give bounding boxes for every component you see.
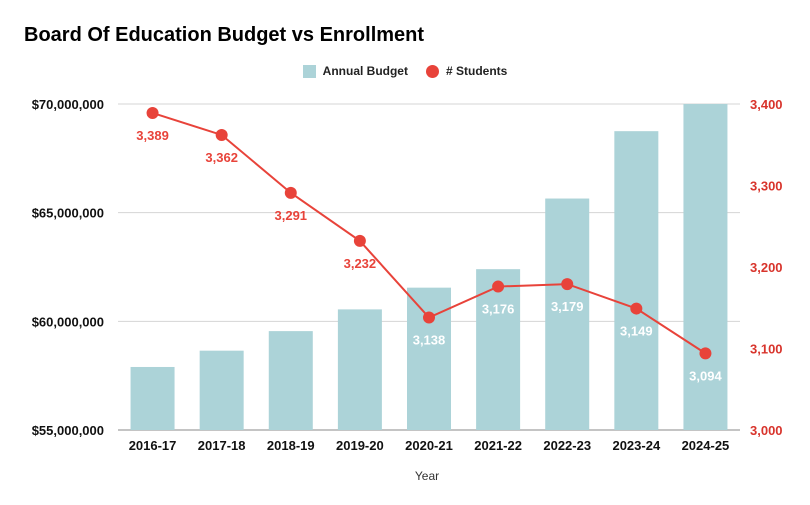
x-tick-label: 2018-19: [267, 438, 315, 453]
x-tick-label: 2021-22: [474, 438, 522, 453]
data-label-students: 3,138: [413, 333, 446, 348]
x-tick-label: 2022-23: [543, 438, 591, 453]
legend-swatch-students: [425, 64, 439, 78]
bar-annual-budget: [614, 131, 659, 430]
right-tick-label: 3,200: [750, 260, 783, 275]
point-students: [492, 280, 505, 293]
data-label-students: 3,179: [551, 299, 584, 314]
bar-annual-budget: [130, 366, 175, 430]
data-label-students: 3,176: [482, 302, 515, 317]
legend-swatch-budget: [302, 64, 316, 78]
bar-annual-budget: [407, 287, 451, 430]
left-tick-label: $65,000,000: [32, 206, 104, 221]
right-tick-label: 3,300: [750, 179, 783, 194]
point-students: [630, 302, 643, 315]
point-students: [423, 311, 435, 324]
x-tick-label: 2016-17: [129, 438, 177, 453]
x-axis-label: Year: [415, 469, 439, 483]
left-tick-label: $60,000,000: [32, 314, 104, 329]
right-tick-label: 3,000: [750, 423, 783, 438]
right-tick-label: 3,400: [750, 97, 783, 112]
legend-item-students[interactable]: # Students: [425, 64, 508, 78]
bar-annual-budget: [683, 104, 728, 430]
x-tick-label: 2024-25: [682, 438, 730, 453]
legend: Annual Budget # Students: [0, 64, 810, 78]
point-students: [215, 128, 228, 141]
data-label-students: 3,149: [620, 324, 653, 339]
bar-annual-budget: [545, 198, 590, 430]
x-tick-label: 2019-20: [336, 438, 384, 453]
x-tick-label: 2023-24: [612, 438, 660, 453]
point-students: [699, 347, 712, 360]
legend-label-students: # Students: [445, 64, 508, 78]
point-students: [353, 234, 366, 247]
bar-annual-budget: [476, 269, 521, 430]
right-tick-label: 3,100: [750, 342, 783, 357]
bar-annual-budget: [268, 331, 313, 430]
bar-annual-budget: [199, 350, 244, 430]
x-tick-label: 2020-21: [405, 438, 453, 453]
bar-annual-budget: [337, 309, 382, 430]
point-students: [146, 106, 159, 119]
chart-title: Board Of Education Budget vs Enrollment: [24, 24, 425, 46]
point-students: [284, 186, 297, 199]
data-label-students: 3,362: [205, 150, 238, 165]
data-label-students: 3,389: [136, 128, 169, 143]
data-label-students: 3,094: [689, 368, 722, 383]
x-tick-label: 2017-18: [198, 438, 246, 453]
left-tick-label: $70,000,000: [32, 97, 104, 112]
data-label-students: 3,291: [275, 208, 308, 223]
data-label-students: 3,232: [344, 256, 377, 271]
point-students: [561, 278, 574, 291]
left-tick-label: $55,000,000: [32, 423, 104, 438]
legend-item-budget[interactable]: Annual Budget: [302, 64, 408, 78]
legend-label-budget: Annual Budget: [322, 64, 408, 78]
